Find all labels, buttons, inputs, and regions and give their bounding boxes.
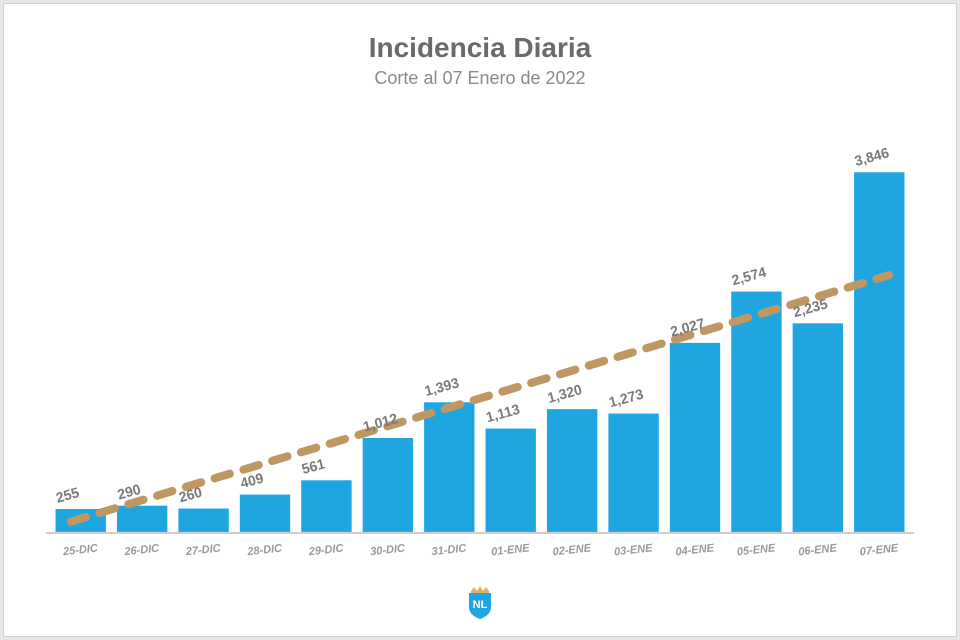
category-label: 30-DIC — [370, 542, 407, 558]
category-label: 07-ENE — [859, 542, 899, 558]
bar-value-label: 1,320 — [546, 382, 584, 407]
footer: NL — [40, 580, 920, 624]
category-label-group: 27-DIC — [184, 542, 222, 558]
category-label-group: 29-DIC — [307, 542, 345, 558]
category-label: 03-ENE — [614, 542, 654, 558]
category-label-group: 30-DIC — [370, 542, 407, 558]
bar-value-label: 1,012 — [362, 411, 400, 436]
bar — [486, 429, 536, 533]
category-label: 29-DIC — [307, 542, 345, 558]
category-label: 27-DIC — [184, 542, 222, 558]
bar — [547, 409, 597, 533]
crown-icon — [471, 586, 489, 593]
bar — [363, 438, 413, 533]
category-label-group: 28-DIC — [246, 542, 284, 558]
bar-value-label: 1,393 — [423, 375, 461, 400]
logo-text: NL — [473, 599, 488, 611]
bar-value-label: 561 — [300, 456, 327, 478]
chart-title: Incidencia Diaria — [40, 32, 920, 64]
bar-value-label: 2,574 — [730, 264, 768, 289]
category-label-group: 05-ENE — [736, 542, 776, 558]
chart-subtitle: Corte al 07 Enero de 2022 — [40, 68, 920, 89]
bar-value-label: 409 — [239, 470, 266, 492]
bar-value-label: 1,113 — [484, 402, 521, 427]
bar-value-label-group: 1,393 — [423, 375, 461, 400]
bar-value-label: 1,273 — [607, 386, 645, 411]
category-label: 25-DIC — [62, 542, 100, 558]
category-label: 31-DIC — [431, 542, 468, 558]
bar-value-label: 255 — [54, 485, 81, 507]
bar-value-label: 3,846 — [853, 145, 891, 170]
bar — [670, 343, 720, 533]
nl-logo-icon: NL — [465, 585, 495, 619]
bar — [301, 480, 351, 533]
category-label-group: 06-ENE — [798, 542, 838, 558]
bar — [178, 509, 228, 533]
bar — [117, 506, 167, 533]
bar — [854, 172, 904, 533]
category-label-group: 04-ENE — [675, 542, 715, 558]
bar-value-label-group: 1,012 — [362, 411, 400, 436]
category-label-group: 01-ENE — [491, 542, 531, 558]
category-label: 28-DIC — [246, 542, 284, 558]
bar — [608, 414, 658, 533]
category-label-group: 03-ENE — [614, 542, 654, 558]
bar-value-label-group: 409 — [239, 470, 266, 492]
bar — [240, 495, 290, 533]
category-label: 06-ENE — [798, 542, 838, 558]
bar-value-label-group: 561 — [300, 456, 327, 478]
category-label: 04-ENE — [675, 542, 715, 558]
category-label-group: 02-ENE — [552, 542, 592, 558]
category-label: 05-ENE — [736, 542, 776, 558]
category-label: 26-DIC — [123, 542, 161, 558]
bar-value-label-group: 2,574 — [730, 264, 768, 289]
bar-value-label-group: 1,273 — [607, 386, 645, 411]
category-label-group: 26-DIC — [123, 542, 161, 558]
category-label: 02-ENE — [552, 542, 592, 558]
bar-value-label-group: 3,846 — [853, 145, 891, 170]
bar — [731, 292, 781, 533]
category-label-group: 31-DIC — [431, 542, 468, 558]
category-label: 01-ENE — [491, 542, 531, 558]
chart-card: Incidencia Diaria Corte al 07 Enero de 2… — [3, 3, 957, 637]
bar-value-label-group: 260 — [177, 484, 204, 506]
bar — [793, 323, 843, 533]
bar-value-label-group: 255 — [54, 485, 81, 507]
category-label-group: 07-ENE — [859, 542, 899, 558]
bar-value-label: 260 — [177, 484, 204, 506]
bar-value-label-group: 1,113 — [484, 402, 521, 427]
bar-chart: 2552902604095611,0121,3931,1131,3201,273… — [40, 99, 920, 580]
chart-area: 2552902604095611,0121,3931,1131,3201,273… — [40, 99, 920, 580]
category-label-group: 25-DIC — [62, 542, 100, 558]
page-background: Incidencia Diaria Corte al 07 Enero de 2… — [0, 0, 960, 640]
bar-value-label-group: 1,320 — [546, 382, 584, 407]
bar — [424, 402, 474, 533]
